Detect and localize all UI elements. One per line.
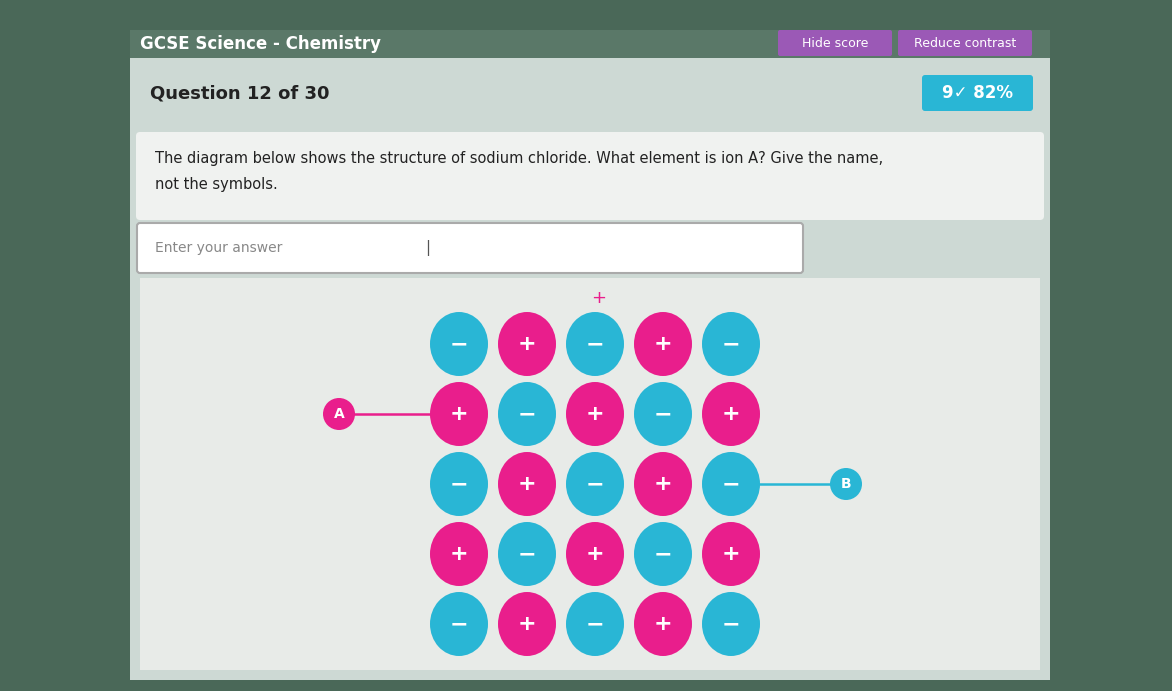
Text: −: − [450,474,469,494]
Ellipse shape [634,382,691,446]
Text: Question 12 of 30: Question 12 of 30 [150,84,329,102]
Ellipse shape [430,382,488,446]
Ellipse shape [634,452,691,516]
Ellipse shape [430,312,488,376]
FancyBboxPatch shape [922,75,1033,111]
Ellipse shape [702,452,759,516]
Ellipse shape [498,452,556,516]
Text: +: + [450,404,469,424]
Text: +: + [592,289,606,307]
Ellipse shape [430,452,488,516]
Ellipse shape [498,312,556,376]
FancyBboxPatch shape [130,58,1050,128]
Ellipse shape [702,312,759,376]
Ellipse shape [702,592,759,656]
Text: −: − [586,334,605,354]
Text: −: − [586,474,605,494]
Text: +: + [518,474,537,494]
Text: 9✓ 82%: 9✓ 82% [942,84,1013,102]
Text: +: + [518,334,537,354]
Ellipse shape [566,522,624,586]
Text: |: | [425,240,430,256]
Text: not the symbols.: not the symbols. [155,176,278,191]
Text: A: A [334,407,345,421]
Text: +: + [654,334,673,354]
Ellipse shape [498,522,556,586]
Text: +: + [586,404,605,424]
Text: −: − [722,474,741,494]
Text: −: − [518,404,537,424]
Ellipse shape [566,382,624,446]
Ellipse shape [566,592,624,656]
FancyBboxPatch shape [139,278,1040,670]
Text: −: − [586,614,605,634]
Ellipse shape [430,592,488,656]
Text: +: + [518,614,537,634]
Text: Hide score: Hide score [802,37,868,50]
Ellipse shape [430,522,488,586]
Text: +: + [654,474,673,494]
Ellipse shape [634,522,691,586]
FancyBboxPatch shape [778,30,892,56]
Text: −: − [722,334,741,354]
Text: −: − [450,334,469,354]
Ellipse shape [566,452,624,516]
Ellipse shape [702,522,759,586]
FancyBboxPatch shape [136,132,1044,220]
Text: −: − [518,544,537,564]
Text: The diagram below shows the structure of sodium chloride. What element is ion A?: The diagram below shows the structure of… [155,151,884,166]
Text: −: − [654,544,673,564]
Ellipse shape [702,382,759,446]
Circle shape [830,468,861,500]
FancyBboxPatch shape [137,223,803,273]
Ellipse shape [498,382,556,446]
Circle shape [323,398,355,430]
Ellipse shape [566,312,624,376]
Ellipse shape [634,312,691,376]
Text: Reduce contrast: Reduce contrast [914,37,1016,50]
FancyBboxPatch shape [898,30,1033,56]
Text: GCSE Science - Chemistry: GCSE Science - Chemistry [139,35,381,53]
Text: Enter your answer: Enter your answer [155,241,282,255]
FancyBboxPatch shape [130,30,1050,680]
Text: +: + [450,544,469,564]
Text: −: − [722,614,741,634]
Text: −: − [654,404,673,424]
Text: +: + [654,614,673,634]
Ellipse shape [634,592,691,656]
Text: +: + [722,544,741,564]
Ellipse shape [498,592,556,656]
Text: B: B [840,477,851,491]
FancyBboxPatch shape [130,30,1050,58]
Text: +: + [586,544,605,564]
Text: +: + [722,404,741,424]
Text: −: − [450,614,469,634]
